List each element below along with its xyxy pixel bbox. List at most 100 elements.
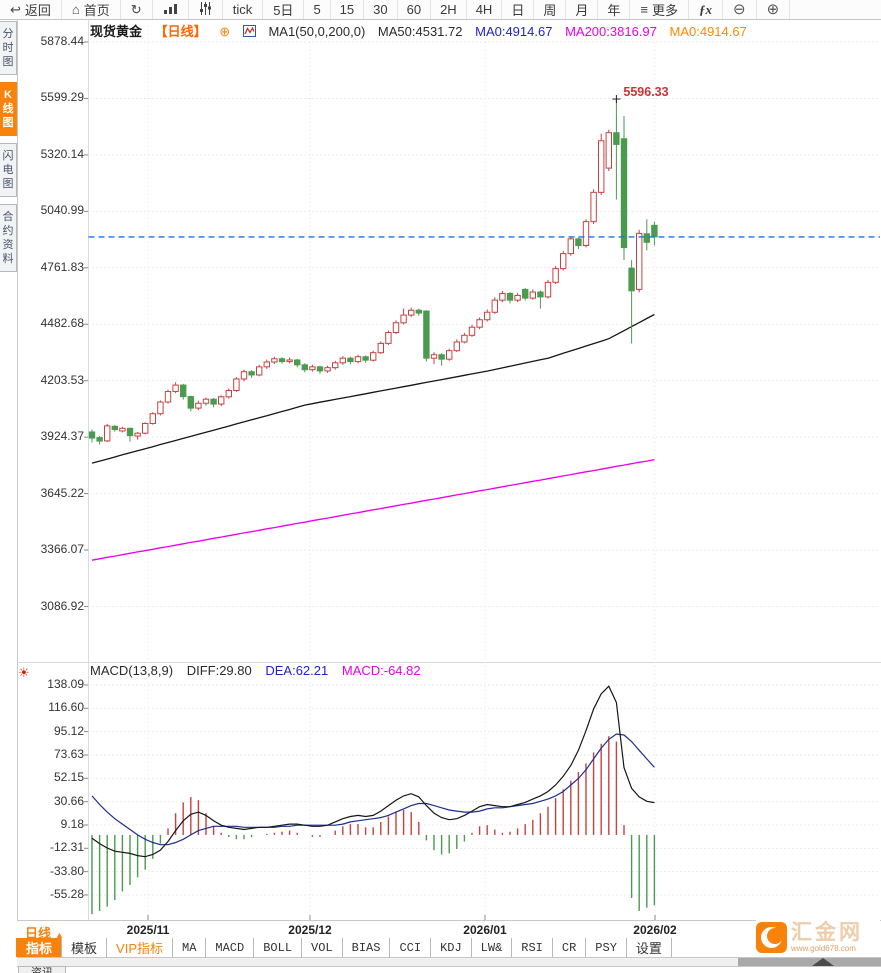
candle-body xyxy=(651,224,658,238)
toolbar-item-30[interactable]: 30 xyxy=(364,0,398,19)
toolbar-item-2h[interactable]: 2H xyxy=(431,0,467,19)
indicator-tab-VIP指标[interactable]: VIP指标 xyxy=(106,938,173,957)
home-icon: ⌂ xyxy=(71,2,80,17)
candle-body xyxy=(256,366,263,376)
candle-body xyxy=(271,358,278,363)
candle-body xyxy=(506,292,514,301)
candle-body xyxy=(415,309,423,314)
sidebar-tab-kline-chart[interactable]: K线图 xyxy=(0,82,17,136)
toolbar-item-15[interactable]: 15 xyxy=(331,0,365,19)
toolbar-item-day[interactable]: 日 xyxy=(502,0,535,19)
indicator-tab-RSI[interactable]: RSI xyxy=(511,938,553,957)
candle-body xyxy=(309,366,316,371)
toolbar-item-zoom-out[interactable]: ⊖ xyxy=(723,0,757,19)
candle-body xyxy=(332,362,339,369)
x-axis-label: 2026/01 xyxy=(463,923,507,937)
indicator-tab-设置[interactable]: 设置 xyxy=(625,938,672,957)
sidebar-tab-contract-info[interactable]: 合约资料 xyxy=(0,204,17,272)
collapse-triangle-icon[interactable] xyxy=(812,958,834,966)
indicator-settings-icon[interactable]: ☀ xyxy=(18,665,30,680)
indicator-tab-MA[interactable]: MA xyxy=(172,938,207,957)
main-y-label: 3366.07 xyxy=(40,542,84,557)
candle-body xyxy=(149,413,157,424)
candle-body xyxy=(537,291,544,298)
candle-body xyxy=(119,427,126,432)
sidebar-tab-time-chart[interactable]: 分时图 xyxy=(0,21,17,75)
toolbar-item-year[interactable]: 年 xyxy=(598,0,631,19)
toolbar-item-refresh[interactable]: ↻ xyxy=(121,0,153,19)
toolbar-item-4h[interactable]: 4H xyxy=(467,0,503,19)
indicator-tab-模板[interactable]: 模板 xyxy=(61,938,108,957)
toolbar-item-label: 2H xyxy=(440,2,457,17)
candle-body xyxy=(468,326,476,336)
plot-left-border xyxy=(88,19,89,920)
indicator-tab-CCI[interactable]: CCI xyxy=(389,938,432,957)
mini-chart-icon[interactable] xyxy=(242,24,256,39)
indicator-tab-BIAS[interactable]: BIAS xyxy=(341,938,391,957)
toolbar-item-more[interactable]: ≡ 更多 xyxy=(630,0,689,19)
indicator-tab-指标[interactable]: 指标 xyxy=(16,938,63,957)
toolbar-item-label: 60 xyxy=(406,2,422,17)
indicator-tab-LW&[interactable]: LW& xyxy=(470,938,513,957)
toolbar-item-zoom-in[interactable]: ⊕ xyxy=(757,0,791,19)
back-icon: ↩ xyxy=(10,2,21,17)
chevron-up-icon: ▲ xyxy=(55,930,64,940)
indicator-tab-CR[interactable]: CR xyxy=(551,938,587,957)
candle-body xyxy=(339,357,347,364)
toolbar-item-month[interactable]: 月 xyxy=(566,0,599,19)
toolbar-item-5[interactable]: 5 xyxy=(304,0,331,19)
news-tab-partial[interactable]: 资讯 xyxy=(18,966,66,973)
candle-body xyxy=(88,431,96,439)
ma50-line xyxy=(91,313,655,464)
candle-body xyxy=(210,398,217,405)
candle-body xyxy=(499,292,506,301)
macd-header: MACD(13,8,9) DIFF:29.80 DEA:62.21 MACD:-… xyxy=(90,663,431,678)
toolbar-item-week[interactable]: 周 xyxy=(534,0,567,19)
indicator-tab-BOLL[interactable]: BOLL xyxy=(253,938,303,957)
toolbar-item-home[interactable]: ⌂ 首页 xyxy=(62,0,121,19)
macd-y-label: 52.15 xyxy=(53,770,84,785)
indicator-tab-VOL[interactable]: VOL xyxy=(301,938,343,957)
candle-body xyxy=(575,238,582,247)
site-logo: 汇金网 www.gold678.com xyxy=(756,917,880,957)
add-indicator-icon[interactable]: ⊕ xyxy=(219,24,231,39)
toolbar-item-label: 首页 xyxy=(83,3,110,18)
candle-body xyxy=(590,191,597,223)
candle-body xyxy=(385,331,392,344)
candle-body xyxy=(636,232,643,290)
logo-title: 汇金网 xyxy=(791,919,863,944)
toolbar-item-tick[interactable]: tick xyxy=(223,0,264,19)
sidebar-tab-flash-chart[interactable]: 闪电图 xyxy=(0,143,17,197)
candle-body xyxy=(187,396,195,409)
candle-body xyxy=(491,299,499,313)
main-chart-header: 现货黄金 【日线】 ⊕ MA1(50,0,200,0) MA50:4531.72… xyxy=(90,21,756,40)
macd-y-label: -55.28 xyxy=(49,886,84,901)
candle-body xyxy=(202,398,210,404)
toolbar-item-60[interactable]: 60 xyxy=(398,0,432,19)
x-axis-label: 2026/02 xyxy=(633,923,677,937)
indicator-tab-MACD[interactable]: MACD xyxy=(205,938,255,957)
toolbar-item-label: 返回 xyxy=(24,3,51,18)
toolbar-item-fx[interactable]: ƒx xyxy=(689,0,723,19)
toolbar-item-candle-chart[interactable] xyxy=(189,0,223,19)
toolbar-item-back[interactable]: ↩ 返回 xyxy=(0,0,62,19)
dea-line xyxy=(91,733,655,846)
indicator-tab-KDJ[interactable]: KDJ xyxy=(430,938,472,957)
toolbar-item-5d[interactable]: 5日 xyxy=(263,0,305,19)
main-y-label: 5599.29 xyxy=(40,90,84,105)
scrollbar-thumb[interactable] xyxy=(738,958,881,966)
candle-body xyxy=(157,401,164,415)
macd-diff-value: DIFF:29.80 xyxy=(186,663,252,678)
macd-y-label: 73.63 xyxy=(53,746,84,761)
period-selector[interactable]: 日线 ▲ xyxy=(25,923,64,942)
candle-body xyxy=(605,132,612,169)
candle-body xyxy=(225,390,233,398)
horizontal-scrollbar[interactable] xyxy=(17,957,881,967)
candle-body xyxy=(598,140,605,193)
indicator-tab-PSY[interactable]: PSY xyxy=(585,938,627,957)
macd-y-label: -33.80 xyxy=(49,863,84,878)
toolbar-item-bar-chart[interactable] xyxy=(153,0,189,19)
sidebar-divider xyxy=(17,19,18,957)
candle-body xyxy=(643,233,650,243)
